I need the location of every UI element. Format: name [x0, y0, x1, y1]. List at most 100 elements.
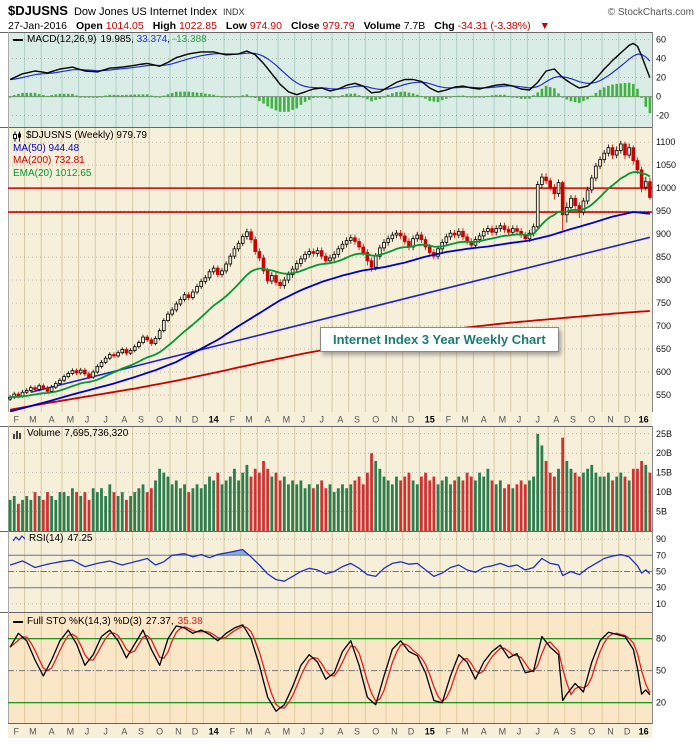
svg-text:M: M	[283, 727, 291, 737]
svg-text:J: J	[85, 727, 90, 737]
svg-text:M: M	[461, 727, 469, 737]
candlestick-icon	[13, 131, 21, 142]
svg-text:N: N	[607, 727, 614, 737]
quote-low: Low 974.90	[225, 20, 282, 32]
svg-text:M: M	[67, 415, 75, 425]
svg-text:N: N	[391, 415, 398, 425]
svg-text:70: 70	[656, 550, 666, 560]
svg-text:25B: 25B	[656, 429, 672, 439]
svg-text:S: S	[354, 415, 360, 425]
svg-text:50: 50	[656, 666, 666, 676]
svg-text:10B: 10B	[656, 487, 672, 497]
quote-open: Open 1014.05	[75, 20, 144, 32]
x-axis-bottom: F M A M J J A S O N D 14 F M A M J J A S O N D 15 F M A M J J A S O N D 16	[0, 724, 700, 738]
svg-text:A: A	[265, 415, 271, 425]
macd-label: MACD(12,26,9)	[27, 34, 97, 45]
svg-text:20B: 20B	[656, 448, 672, 458]
svg-text:D: D	[408, 727, 415, 737]
svg-text:J: J	[319, 415, 324, 425]
svg-text:A: A	[121, 727, 127, 737]
svg-text:800: 800	[656, 275, 671, 285]
price-legend-ma50: MA(50) 944.48	[13, 142, 80, 154]
svg-text:D: D	[192, 415, 199, 425]
svg-text:A: A	[481, 727, 487, 737]
svg-text:90: 90	[656, 534, 666, 544]
quote-close: Close 979.79	[290, 20, 355, 32]
price-legend-ema20: EMA(20) 1012.65	[13, 167, 92, 179]
svg-text:J: J	[535, 727, 540, 737]
svg-text:F: F	[446, 727, 452, 737]
svg-text:F: F	[14, 415, 20, 425]
svg-text:50: 50	[656, 567, 666, 577]
svg-text:J: J	[85, 415, 90, 425]
chart-header: $DJUSNS Dow Jones US Internet Index INDX…	[0, 0, 700, 32]
volume-panel: Volume 7,695,736,320 5B 10B 15B 20B 25B	[0, 426, 700, 531]
price-legend-symbol: $DJUSNS (Weekly) 979.79	[26, 130, 147, 141]
svg-text:F: F	[230, 727, 236, 737]
x-axis-mid: F M A M J J A S O N D 14 F M A M J J A S O N D 15 F M A M J J A S O N D 16	[0, 412, 700, 426]
volume-legend: Volume 7,695,736,320	[13, 428, 128, 441]
svg-text:O: O	[588, 727, 595, 737]
sto-legend: Full STO %K(14,3) %D(3) 27.37, 35.38	[13, 616, 203, 629]
svg-text:M: M	[461, 415, 469, 425]
macd-values: 19.98533.374-13.388	[100, 34, 206, 47]
svg-text:16: 16	[639, 415, 649, 425]
volume-panel-canvas: 5B 10B 15B 20B 25B	[0, 426, 672, 531]
svg-text:60: 60	[656, 35, 666, 45]
price-panel: $DJUSNS (Weekly) 979.79 MA(50) 944.48 MA…	[0, 127, 700, 412]
svg-text:16: 16	[639, 727, 649, 737]
macd-line-icon	[13, 39, 23, 42]
svg-text:N: N	[607, 415, 614, 425]
svg-text:S: S	[138, 727, 144, 737]
svg-text:D: D	[624, 727, 631, 737]
svg-text:D: D	[408, 415, 415, 425]
svg-text:F: F	[14, 727, 20, 737]
svg-text:O: O	[588, 415, 595, 425]
svg-text:J: J	[535, 415, 540, 425]
svg-text:14: 14	[209, 727, 219, 737]
svg-text:M: M	[283, 415, 291, 425]
chart-annotation: Internet Index 3 Year Weekly Chart	[320, 327, 559, 352]
svg-text:F: F	[230, 415, 236, 425]
svg-text:20: 20	[656, 698, 666, 708]
svg-text:M: M	[29, 727, 37, 737]
svg-text:5B: 5B	[656, 507, 667, 517]
x-axis-mid-canvas: F M A M J J A S O N D 14 F M A M J J A S O N D 15 F M A M J J A S O N D 16	[8, 412, 652, 426]
svg-text:14: 14	[209, 415, 219, 425]
svg-text:80: 80	[656, 634, 666, 644]
svg-text:0: 0	[656, 92, 661, 102]
svg-text:15: 15	[425, 727, 435, 737]
sto-panel-canvas: 20 50 80	[0, 612, 666, 724]
svg-text:S: S	[138, 415, 144, 425]
svg-text:900: 900	[656, 229, 671, 239]
volume-bars-icon	[13, 430, 21, 439]
rsi-legend: RSI(14) 47.25	[13, 533, 92, 546]
svg-text:M: M	[499, 415, 507, 425]
svg-text:J: J	[517, 415, 522, 425]
svg-text:N: N	[175, 727, 182, 737]
svg-text:J: J	[301, 727, 306, 737]
svg-text:40: 40	[656, 54, 666, 64]
svg-text:O: O	[372, 727, 379, 737]
index-name: Dow Jones US Internet Index	[73, 6, 218, 18]
svg-text:550: 550	[656, 390, 671, 400]
svg-text:A: A	[49, 415, 55, 425]
svg-text:S: S	[570, 415, 576, 425]
svg-text:-20: -20	[656, 111, 669, 121]
svg-text:1100: 1100	[656, 137, 675, 147]
sto-line-icon	[13, 621, 23, 624]
svg-text:J: J	[301, 415, 306, 425]
svg-text:O: O	[156, 727, 163, 737]
svg-text:A: A	[337, 415, 343, 425]
macd-panel: MACD(12,26,9) 19.98533.374-13.388 -20 0 20…	[0, 32, 700, 127]
macd-panel-canvas: -20 0 20 40 60	[0, 32, 669, 127]
x-axis-bottom-canvas: F M A M J J A S O N D 14 F M A M J J A S O N D 15 F M A M J J A S O N D 16	[8, 724, 652, 738]
svg-text:700: 700	[656, 321, 671, 331]
stockcharts-credit: © StockCharts.com	[607, 7, 694, 18]
svg-text:M: M	[245, 415, 253, 425]
sto-label: Full STO %K(14,3) %D(3)	[27, 616, 142, 627]
volume-label: Volume	[27, 428, 61, 439]
svg-text:A: A	[481, 415, 487, 425]
svg-text:20: 20	[656, 73, 666, 83]
